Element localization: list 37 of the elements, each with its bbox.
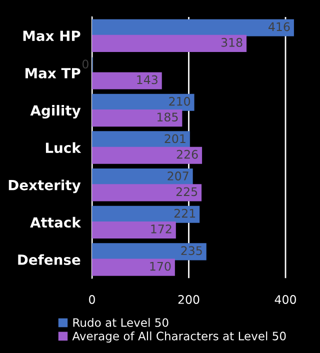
x-tick-label: 400 <box>274 295 296 304</box>
data-label: 416 <box>268 22 290 32</box>
bar <box>92 206 200 223</box>
bar <box>92 110 182 127</box>
data-label: 0 <box>82 60 88 69</box>
data-label: 143 <box>137 75 158 84</box>
bar <box>92 131 190 148</box>
x-tick-label: 200 <box>178 295 200 304</box>
data-label: 170 <box>150 262 171 271</box>
data-label: 207 <box>168 172 188 180</box>
bar <box>92 184 202 202</box>
data-label: 225 <box>176 187 198 196</box>
data-label: 221 <box>174 208 196 218</box>
legend-label: Rudo at Level 50 <box>73 318 168 327</box>
bar <box>92 146 202 164</box>
bar <box>92 34 247 52</box>
bar <box>92 19 294 36</box>
data-label: 318 <box>221 38 242 47</box>
bar <box>92 258 175 276</box>
y-tick-label: Max TP <box>26 68 80 78</box>
y-tick-label: Max HP <box>23 30 80 42</box>
legend-label: Average of All Characters at Level 50 <box>72 331 286 343</box>
y-tick-label: Defense <box>18 254 80 265</box>
x-tick-label: 0 <box>89 295 95 304</box>
data-label: 210 <box>169 96 190 106</box>
bar <box>92 243 206 260</box>
y-tick-label: Attack <box>30 216 82 228</box>
bar <box>92 221 176 239</box>
data-label: 226 <box>176 150 198 159</box>
data-label: 201 <box>164 134 186 144</box>
y-tick-label: Agility <box>30 104 81 119</box>
data-label: 185 <box>157 112 178 122</box>
y-tick-label: Luck <box>46 142 82 154</box>
data-label: 235 <box>181 246 202 256</box>
data-label: 172 <box>151 224 172 234</box>
bar <box>92 72 162 90</box>
y-tick-label: Dexterity <box>8 180 81 194</box>
